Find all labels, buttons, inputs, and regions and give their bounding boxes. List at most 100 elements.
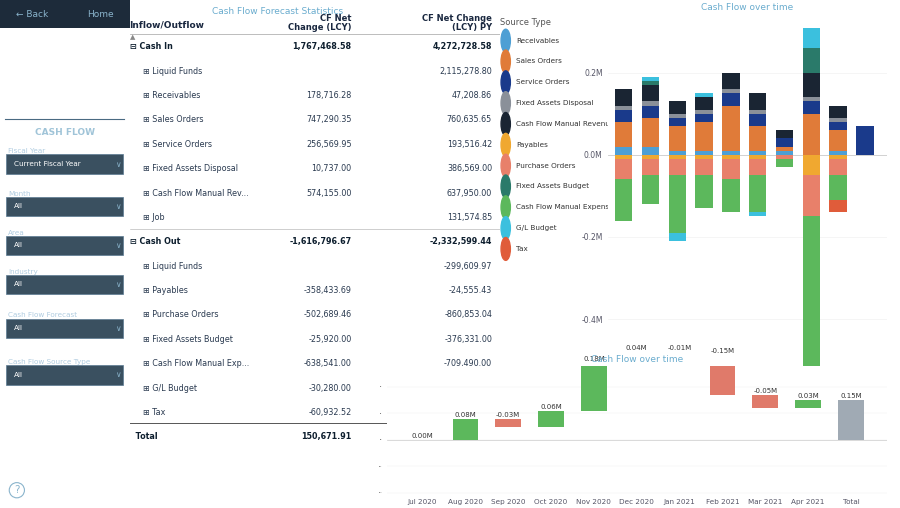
Bar [776,130,793,138]
Bar [749,175,767,212]
Bar [776,159,793,167]
Text: ∨: ∨ [115,370,121,379]
Bar [669,102,686,114]
Circle shape [501,71,510,94]
Bar [624,353,650,363]
Circle shape [501,175,510,198]
Bar [615,110,633,122]
Bar [749,155,767,159]
Bar [803,175,820,216]
Text: ⊞ Sales Orders: ⊞ Sales Orders [142,115,203,124]
Text: Sales Orders: Sales Orders [516,58,562,65]
Text: ⊞ Tax: ⊞ Tax [142,408,165,417]
Bar [669,118,686,126]
Bar [615,179,633,220]
Text: All: All [14,203,23,209]
Text: 2,115,278.80: 2,115,278.80 [439,67,492,76]
Text: 0.00M: 0.00M [411,433,434,439]
Text: Month: Month [8,190,31,197]
Bar [696,114,713,122]
Bar [838,400,864,440]
Text: 760,635.65: 760,635.65 [447,115,492,124]
Bar [669,155,686,159]
Bar [642,77,659,81]
Text: -860,853.04: -860,853.04 [445,310,492,320]
Text: ⊞ Payables: ⊞ Payables [142,286,187,295]
Text: All: All [14,325,23,331]
Text: -0.15M: -0.15M [710,348,734,354]
Bar [642,85,659,102]
Bar [669,159,686,175]
Text: ⊞ Liquid Funds: ⊞ Liquid Funds [142,67,202,76]
Text: ⊞ Fixed Assets Budget: ⊞ Fixed Assets Budget [142,335,232,344]
Bar [803,102,820,114]
Text: 0.04M: 0.04M [626,345,648,352]
Text: 150,671.91: 150,671.91 [302,432,352,441]
Text: Fixed Assets Budget: Fixed Assets Budget [516,183,590,189]
Text: ?: ? [14,485,20,495]
Bar [722,89,740,93]
Text: All: All [14,281,23,288]
Text: -2,332,599.44: -2,332,599.44 [429,237,492,246]
Text: 637,950.00: 637,950.00 [447,188,492,198]
Text: 386,569.00: 386,569.00 [447,164,492,173]
Bar [642,147,659,155]
Text: ∨: ∨ [115,160,121,169]
Text: 10,737.00: 10,737.00 [311,164,352,173]
Bar [722,155,740,159]
Text: ⊞ G/L Budget: ⊞ G/L Budget [142,384,196,393]
Circle shape [501,154,510,177]
Bar [722,159,740,179]
Text: Tax: Tax [516,246,527,252]
Text: Cash Flow Source Type: Cash Flow Source Type [8,359,90,365]
FancyBboxPatch shape [6,197,123,216]
Bar [696,93,713,98]
Circle shape [501,216,510,240]
Text: ∨: ∨ [115,202,121,211]
Text: -0.03M: -0.03M [496,411,520,418]
Bar [669,175,686,233]
Text: ← Back: ← Back [15,10,48,19]
Text: -502,689.46: -502,689.46 [303,310,352,320]
Text: Source Type: Source Type [500,18,551,27]
Bar [749,159,767,175]
Bar [749,126,767,151]
Text: 0.03M: 0.03M [797,393,819,399]
Bar [776,147,793,151]
Bar [642,102,659,106]
Text: Cash Flow Forecast: Cash Flow Forecast [8,312,76,319]
Bar [830,106,847,118]
Text: 256,569.95: 256,569.95 [306,140,352,149]
Circle shape [501,29,510,52]
Text: ⊞ Liquid Funds: ⊞ Liquid Funds [142,262,202,271]
Text: ∨: ∨ [115,324,121,333]
Text: CF Net Change
(LCY) PY: CF Net Change (LCY) PY [422,14,492,32]
Text: ⊞ Cash Flow Manual Rev...: ⊞ Cash Flow Manual Rev... [142,188,248,198]
Text: ⊞ Receivables: ⊞ Receivables [142,91,200,100]
Bar [803,98,820,102]
Text: -0.05M: -0.05M [753,388,778,394]
Bar [696,122,713,151]
Bar [830,151,847,155]
Text: 1,940,129.14: 1,940,129.14 [433,432,492,441]
Bar [722,106,740,151]
Text: 4,272,728.58: 4,272,728.58 [433,42,492,51]
Bar [776,138,793,147]
Bar [453,419,478,440]
Bar [776,151,793,155]
Text: Home: Home [87,10,114,19]
FancyBboxPatch shape [6,236,123,255]
Text: ∨: ∨ [115,280,121,289]
Text: Cash Flow Manual Revenue: Cash Flow Manual Revenue [516,121,615,127]
Text: 193,516.42: 193,516.42 [447,140,492,149]
Title: Cash Flow over time: Cash Flow over time [701,3,793,12]
Text: 131,574.85: 131,574.85 [447,213,492,222]
Text: ⊟ Cash Out: ⊟ Cash Out [130,237,180,246]
Text: ⊟ Cash In: ⊟ Cash In [130,42,173,51]
Text: 0.08M: 0.08M [454,411,476,418]
Circle shape [501,238,510,261]
Bar [642,159,659,175]
Bar [776,155,793,159]
Text: Industry: Industry [8,269,38,275]
Bar [830,200,847,212]
